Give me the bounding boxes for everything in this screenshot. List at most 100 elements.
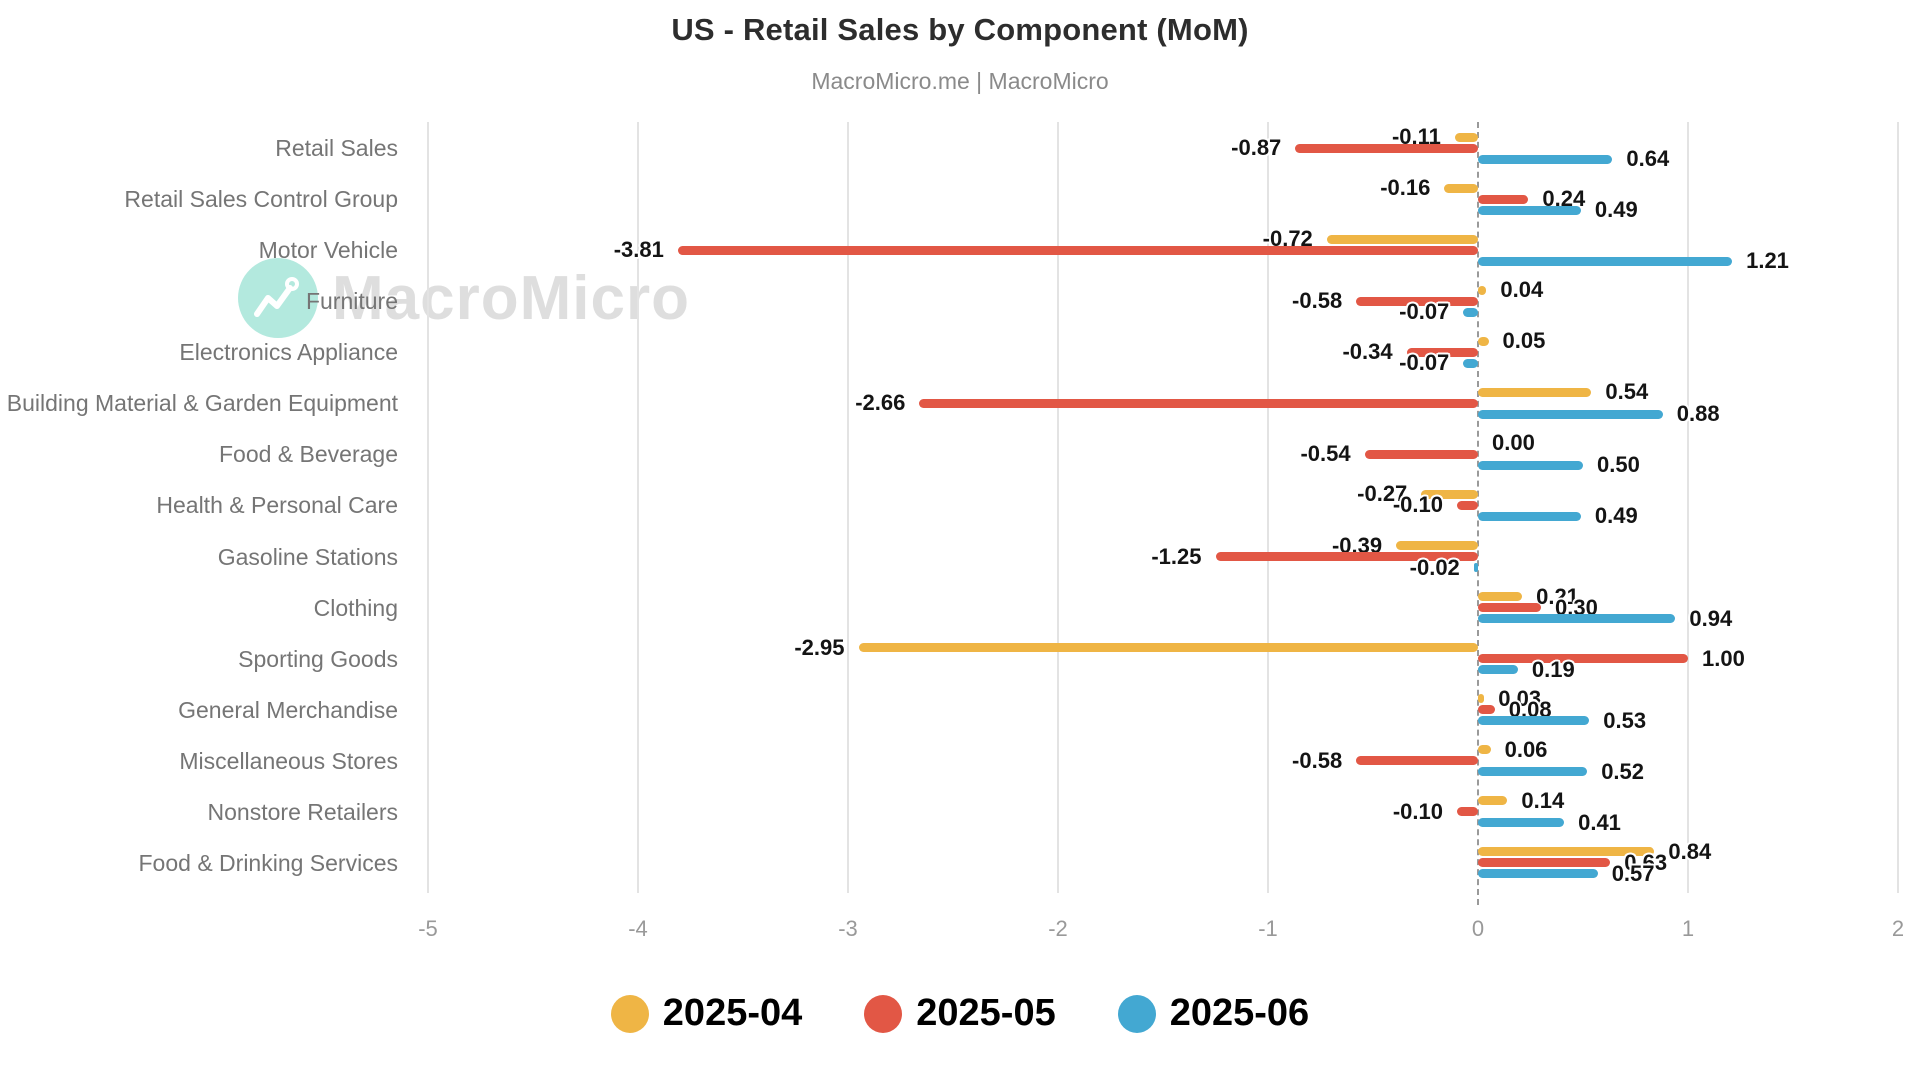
bar-2025-06-building-material-garden-equipment[interactable] (1478, 409, 1663, 419)
bar-2025-04-electronics-appliance[interactable] (1478, 336, 1489, 346)
value-label: -0.16 (1380, 175, 1431, 201)
legend-item-2025-04[interactable]: 2025-04 (610, 992, 803, 1035)
gridline (1897, 122, 1899, 893)
legend-marker (1117, 994, 1156, 1033)
category-label: General Merchandise (178, 696, 398, 723)
category-axis: Retail Sales Retail Sales Control Group Mo… (0, 122, 398, 893)
category-label: Electronics Appliance (179, 339, 398, 366)
bar-2025-06-food-drinking-services[interactable] (1478, 869, 1598, 879)
value-label: 0.57 (1611, 860, 1655, 886)
bar-2025-06-furniture[interactable] (1463, 307, 1478, 317)
value-label: -2.66 (855, 390, 906, 416)
bar-2025-06-general-merchandise[interactable] (1478, 716, 1590, 726)
bar-2025-04-retail-sales-control-group[interactable] (1444, 183, 1478, 193)
bar-2025-06-retail-sales-control-group[interactable] (1478, 205, 1581, 215)
bar-2025-05-general-merchandise[interactable] (1478, 705, 1495, 715)
bar-2025-06-electronics-appliance[interactable] (1463, 358, 1478, 368)
bar-2025-04-health-personal-care[interactable] (1421, 489, 1478, 499)
category-label: Retail Sales (275, 135, 398, 161)
category-label: Miscellaneous Stores (179, 747, 398, 774)
bar-2025-06-clothing[interactable] (1478, 614, 1676, 624)
x-tick-label: -2 (1048, 916, 1068, 941)
bar-2025-04-miscellaneous-stores[interactable] (1478, 745, 1491, 755)
bar-2025-05-motor-vehicle[interactable] (677, 245, 1478, 255)
value-label: 0.00 (1492, 430, 1535, 456)
category-label: Furniture (305, 288, 398, 315)
bar-2025-04-nonstore-retailers[interactable] (1478, 796, 1508, 806)
chart-subtitle: MacroMicro.me | MacroMicro (811, 68, 1109, 94)
legend-label: 2025-06 (1169, 992, 1310, 1034)
bar-2025-04-building-material-garden-equipment[interactable] (1478, 387, 1592, 397)
bar-2025-04-sporting-goods[interactable] (858, 643, 1478, 653)
category-label: Clothing (313, 594, 398, 621)
value-label: 0.19 (1531, 656, 1575, 682)
bar-2025-06-health-personal-care[interactable] (1478, 511, 1581, 521)
bar-2025-06-retail-sales[interactable] (1478, 154, 1613, 164)
legend-item-2025-05[interactable]: 2025-05 (864, 992, 1056, 1035)
bar-2025-05-gasoline-stations[interactable] (1215, 552, 1478, 562)
value-label: -0.07 (1399, 350, 1450, 376)
value-label: 1.00 (1702, 645, 1745, 671)
value-label: 0.04 (1500, 277, 1544, 303)
category-label: Motor Vehicle (258, 237, 398, 264)
category-label: Building Material & Garden Equipment (6, 390, 398, 417)
macromicro-logo-icon (238, 258, 318, 338)
value-label: 0.53 (1603, 707, 1647, 733)
bar-2025-04-retail-sales[interactable] (1454, 132, 1478, 142)
bar-2025-06-sporting-goods[interactable] (1478, 665, 1518, 675)
bar-2025-05-food-beverage[interactable] (1364, 449, 1478, 459)
bar-2025-05-retail-sales[interactable] (1295, 143, 1478, 153)
bar-2025-06-motor-vehicle[interactable] (1478, 256, 1733, 266)
category-label: Gasoline Stations (217, 543, 398, 570)
value-label: 0.52 (1601, 758, 1645, 784)
bar-2025-04-furniture[interactable] (1478, 285, 1487, 295)
bar-2025-05-retail-sales-control-group[interactable] (1478, 194, 1529, 204)
value-label: -0.58 (1292, 747, 1343, 773)
bar-2025-04-clothing[interactable] (1478, 592, 1523, 602)
value-label: -1.25 (1151, 543, 1202, 569)
bar-2025-05-electronics-appliance[interactable] (1406, 347, 1478, 357)
bar-2025-04-motor-vehicle[interactable] (1326, 234, 1478, 244)
gridline (1057, 122, 1059, 893)
bar-2025-04-food-drinking-services[interactable] (1478, 847, 1655, 857)
legend-marker (610, 994, 649, 1033)
bar-2025-05-furniture[interactable] (1356, 296, 1478, 306)
bar-2025-05-building-material-garden-equipment[interactable] (919, 398, 1478, 408)
value-label: 0.03 (1498, 685, 1542, 711)
legend-label: 2025-04 (662, 992, 803, 1034)
macromicro-watermark: MacroMicro (238, 258, 690, 338)
value-label: 0.21 (1536, 583, 1579, 609)
bar-2025-06-miscellaneous-stores[interactable] (1478, 767, 1588, 777)
bar-2025-04-general-merchandise[interactable] (1478, 694, 1485, 704)
value-label: -0.34 (1342, 339, 1393, 365)
legend: 2025-04 2025-05 2025-06 (0, 992, 1920, 1035)
value-label: -0.07 (1399, 299, 1450, 325)
x-tick-label: 1 (1681, 916, 1695, 941)
bar-2025-05-nonstore-retailers[interactable] (1457, 807, 1478, 817)
value-label: 0.41 (1578, 809, 1621, 835)
category-label: Food & Drinking Services (138, 849, 399, 876)
legend-item-2025-06[interactable]: 2025-06 (1117, 992, 1310, 1035)
value-label: 0.84 (1668, 838, 1712, 864)
bar-2025-06-food-beverage[interactable] (1478, 460, 1583, 470)
bar-2025-06-gasoline-stations[interactable] (1473, 563, 1478, 573)
x-tick-label: -3 (838, 916, 858, 941)
value-label: -0.02 (1409, 554, 1460, 580)
gridline (847, 122, 849, 893)
bar-2025-05-clothing[interactable] (1478, 603, 1541, 613)
category-label: Food & Beverage (218, 441, 398, 468)
value-label: -0.54 (1300, 441, 1351, 467)
bar-2025-05-health-personal-care[interactable] (1457, 500, 1478, 510)
legend-marker (864, 994, 903, 1033)
value-label: 0.54 (1605, 379, 1649, 405)
bar-2025-05-food-drinking-services[interactable] (1478, 858, 1611, 868)
bar-2025-05-miscellaneous-stores[interactable] (1356, 756, 1478, 766)
category-label: Retail Sales Control Group (124, 186, 398, 213)
bar-2025-04-gasoline-stations[interactable] (1396, 541, 1478, 551)
value-label: 0.06 (1504, 736, 1548, 762)
value-label: 1.21 (1746, 248, 1789, 274)
bar-2025-06-nonstore-retailers[interactable] (1478, 818, 1565, 828)
value-label: 0.64 (1626, 146, 1670, 171)
bar-2025-05-sporting-goods[interactable] (1478, 654, 1688, 664)
x-tick-label: -5 (418, 916, 438, 941)
